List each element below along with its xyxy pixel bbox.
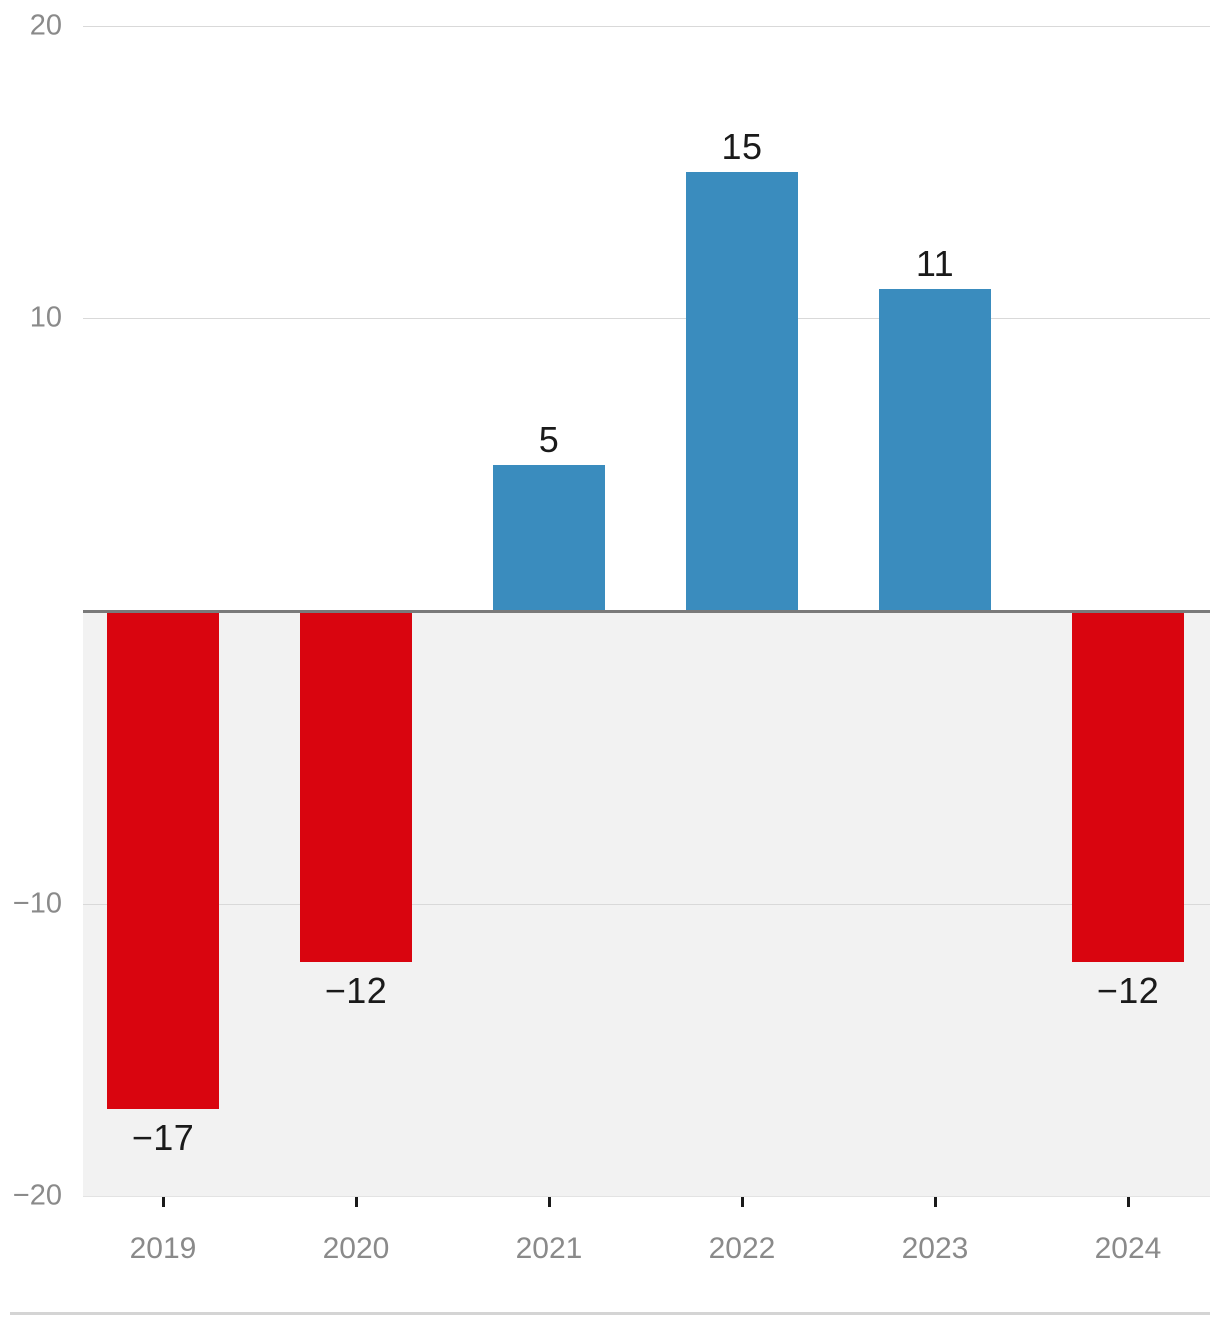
bar-value-label: 11 [915,243,955,284]
y-tick-label: −20 [12,1179,62,1212]
footer-divider [10,1312,1210,1315]
bar-value-label: −12 [324,970,388,1011]
gridline [83,1196,1210,1197]
gridline [83,26,1210,27]
x-tick-label-2019: 2019 [129,1232,197,1265]
x-tick-mark [547,1197,551,1207]
x-tick-label-2020: 2020 [322,1232,390,1265]
x-tick-mark [740,1197,744,1207]
bar-value-label: 5 [538,419,560,460]
bar-2020 [300,611,412,963]
bar-2021 [493,464,605,612]
zero-axis-line [83,610,1210,613]
x-tick-mark [354,1197,358,1207]
x-tick-label-2022: 2022 [708,1232,776,1265]
y-tick-label: −10 [12,887,62,920]
bar-value-label: 15 [721,126,763,167]
bar-value-label: −12 [1096,970,1160,1011]
bar-2024 [1072,611,1184,963]
bar-2022 [686,171,798,612]
x-tick-label-2024: 2024 [1094,1232,1162,1265]
bar-2023 [879,289,991,612]
x-tick-mark [1126,1197,1130,1207]
bar-value-label: −17 [131,1117,195,1158]
x-tick-label-2021: 2021 [515,1232,583,1265]
gridline [83,318,1210,319]
gridline [83,904,1210,905]
x-tick-label-2023: 2023 [901,1232,969,1265]
x-tick-mark [161,1197,165,1207]
y-tick-label: 20 [29,9,62,42]
y-tick-label: 10 [29,301,62,334]
bar-2019 [107,611,219,1109]
x-tick-mark [933,1197,937,1207]
